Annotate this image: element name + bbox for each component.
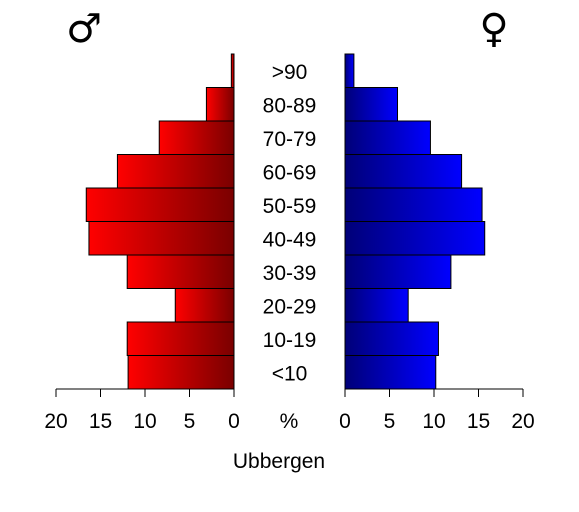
- age-group-label: 60-69: [263, 161, 317, 184]
- chart-title: Ubbergen: [233, 450, 325, 473]
- female-symbol-icon: ♀: [479, 6, 508, 52]
- age-group-label: 70-79: [263, 128, 317, 151]
- female-bar-8: [344, 87, 399, 122]
- female-axis-tick-label: 15: [467, 410, 490, 433]
- age-group-label: 30-39: [263, 262, 317, 285]
- male-bar-5: [85, 187, 235, 222]
- male-bar-4: [88, 221, 235, 256]
- male-symbol-icon: ♂: [66, 6, 102, 52]
- male-axis-tick-label: 10: [133, 410, 156, 433]
- female-axis-tick-label: 0: [339, 410, 351, 433]
- male-axis-tick-label: 0: [228, 410, 240, 433]
- age-group-labels: <10 10-19 20-29 30-39 40-49 50-59 60-69 70-79 80…: [263, 61, 317, 386]
- female-axis-tick-label: 20: [511, 410, 534, 433]
- age-group-label: 20-29: [263, 295, 317, 318]
- male-bar-3: [126, 254, 235, 289]
- female-axis-tick-label: 10: [422, 410, 445, 433]
- male-bar-1: [126, 321, 235, 356]
- female-bar-2: [344, 288, 409, 323]
- age-group-label: 40-49: [263, 228, 317, 251]
- female-bar-3: [344, 254, 452, 289]
- axes-group: 0 0 5 5 10 10 15 15 20 20: [44, 388, 535, 433]
- female-axis-tick-label: 5: [384, 410, 396, 433]
- male-bar-2: [174, 288, 235, 323]
- age-group-label: 50-59: [263, 195, 317, 218]
- female-bar-6: [344, 154, 463, 189]
- age-group-label: >90: [272, 61, 308, 84]
- female-bar-1: [344, 321, 439, 356]
- male-bars-group: [85, 53, 235, 390]
- female-bar-7: [344, 120, 431, 155]
- female-bar-0: [344, 355, 437, 390]
- female-bar-4: [344, 221, 486, 256]
- age-group-label: <10: [272, 362, 308, 385]
- age-group-label: 10-19: [263, 329, 317, 352]
- male-axis-tick-label: 5: [184, 410, 196, 433]
- male-bar-8: [205, 87, 235, 122]
- female-bar-9: [344, 53, 355, 88]
- female-bars-group: [344, 53, 486, 390]
- female-bar-5: [344, 187, 483, 222]
- male-bar-7: [158, 120, 235, 155]
- male-axis-tick-label: 20: [44, 410, 67, 433]
- center-unit-label: %: [280, 410, 299, 433]
- male-axis-tick-label: 15: [89, 410, 112, 433]
- male-bar-6: [116, 154, 235, 189]
- age-group-label: 80-89: [263, 94, 317, 117]
- male-bar-0: [127, 355, 235, 390]
- male-bar-9: [230, 53, 235, 88]
